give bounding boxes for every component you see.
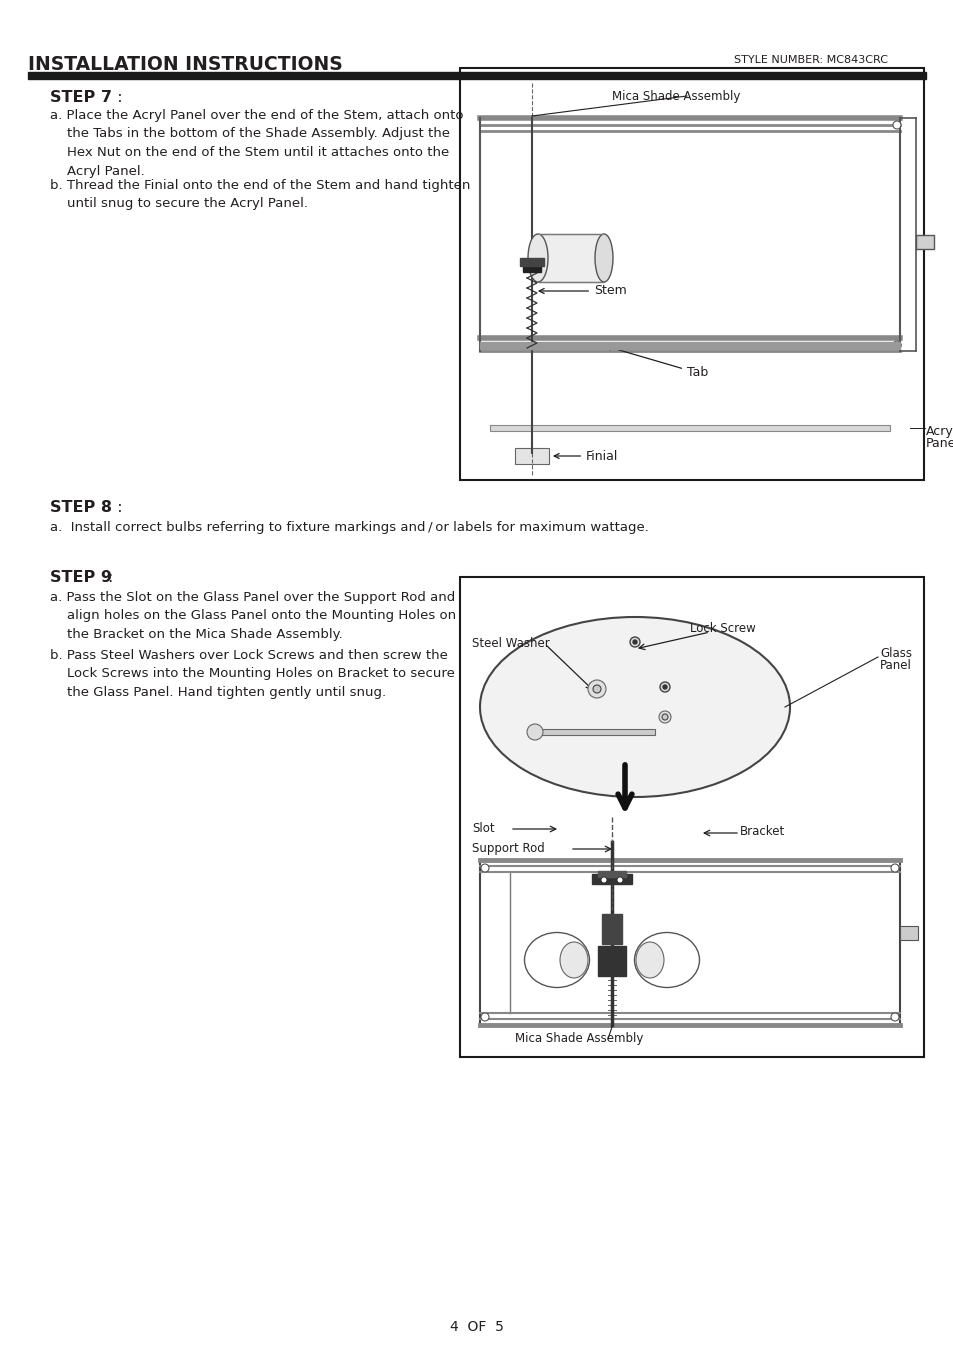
Text: STEP 7: STEP 7 bbox=[50, 91, 112, 105]
Text: :: : bbox=[107, 91, 123, 105]
Bar bbox=[490, 426, 889, 431]
Ellipse shape bbox=[559, 942, 587, 978]
Text: b. Pass Steel Washers over Lock Screws and then screw the
    Lock Screws into t: b. Pass Steel Washers over Lock Screws a… bbox=[50, 648, 455, 698]
Text: a. Place the Acryl Panel over the end of the Stem, attach onto
    the Tabs in t: a. Place the Acryl Panel over the end of… bbox=[50, 109, 463, 177]
Bar bbox=[515, 449, 548, 463]
Text: Stem: Stem bbox=[538, 285, 626, 297]
Circle shape bbox=[633, 640, 637, 644]
Ellipse shape bbox=[479, 617, 789, 797]
Circle shape bbox=[890, 865, 898, 871]
Bar bbox=[522, 259, 540, 272]
Bar bbox=[915, 235, 933, 249]
Text: :: : bbox=[107, 500, 123, 515]
Bar bbox=[479, 861, 899, 1025]
Bar bbox=[601, 915, 621, 944]
Circle shape bbox=[593, 685, 600, 693]
Text: STEP 9: STEP 9 bbox=[50, 570, 112, 585]
Bar bbox=[598, 946, 625, 975]
Circle shape bbox=[892, 340, 900, 349]
Circle shape bbox=[892, 122, 900, 128]
Bar bbox=[519, 258, 543, 266]
Circle shape bbox=[659, 711, 670, 723]
Text: b. Thread the Finial onto the end of the Stem and hand tighten
    until snug to: b. Thread the Finial onto the end of the… bbox=[50, 178, 470, 211]
Bar bbox=[28, 72, 925, 78]
Circle shape bbox=[629, 638, 639, 647]
Text: Acryl: Acryl bbox=[925, 426, 953, 438]
Text: Slot: Slot bbox=[472, 821, 494, 835]
Circle shape bbox=[600, 877, 606, 884]
Text: Finial: Finial bbox=[554, 450, 618, 462]
Text: STEP 8: STEP 8 bbox=[50, 500, 112, 515]
Text: Mica Shade Assembly: Mica Shade Assembly bbox=[612, 91, 740, 103]
Text: a.  Install correct bulbs referring to fixture markings and / or labels for maxi: a. Install correct bulbs referring to fi… bbox=[50, 521, 648, 534]
Text: Lock Screw: Lock Screw bbox=[689, 621, 755, 635]
Bar bbox=[592, 874, 631, 884]
Text: Panel: Panel bbox=[879, 659, 911, 671]
Text: Steel Washer: Steel Washer bbox=[472, 638, 549, 650]
Text: STYLE NUMBER: MC843CRC: STYLE NUMBER: MC843CRC bbox=[733, 55, 887, 65]
Text: :: : bbox=[107, 570, 112, 585]
Circle shape bbox=[661, 713, 667, 720]
Circle shape bbox=[587, 680, 605, 698]
Text: Support Rod: Support Rod bbox=[472, 842, 544, 855]
Bar bbox=[459, 68, 923, 480]
Bar bbox=[899, 925, 917, 940]
Ellipse shape bbox=[636, 942, 663, 978]
Ellipse shape bbox=[527, 234, 547, 282]
Circle shape bbox=[526, 724, 542, 740]
Circle shape bbox=[662, 685, 666, 689]
Circle shape bbox=[659, 682, 669, 692]
Circle shape bbox=[890, 1013, 898, 1021]
Text: Panel: Panel bbox=[925, 436, 953, 450]
Ellipse shape bbox=[634, 932, 699, 988]
Text: 4  OF  5: 4 OF 5 bbox=[450, 1320, 503, 1333]
Bar bbox=[537, 234, 603, 282]
Bar bbox=[535, 730, 655, 735]
Text: INSTALLATION INSTRUCTIONS: INSTALLATION INSTRUCTIONS bbox=[28, 55, 342, 74]
Circle shape bbox=[480, 1013, 489, 1021]
Bar bbox=[459, 577, 923, 1056]
Text: Bracket: Bracket bbox=[740, 825, 784, 838]
Bar bbox=[598, 871, 625, 877]
Circle shape bbox=[617, 877, 622, 884]
Ellipse shape bbox=[595, 234, 613, 282]
Circle shape bbox=[480, 865, 489, 871]
Text: a. Pass the Slot on the Glass Panel over the Support Rod and
    align holes on : a. Pass the Slot on the Glass Panel over… bbox=[50, 590, 456, 640]
Text: Glass: Glass bbox=[879, 647, 911, 661]
Bar bbox=[479, 342, 899, 349]
Ellipse shape bbox=[524, 932, 589, 988]
Text: Tab: Tab bbox=[605, 345, 707, 380]
Text: Mica Shade Assembly: Mica Shade Assembly bbox=[515, 1032, 642, 1046]
